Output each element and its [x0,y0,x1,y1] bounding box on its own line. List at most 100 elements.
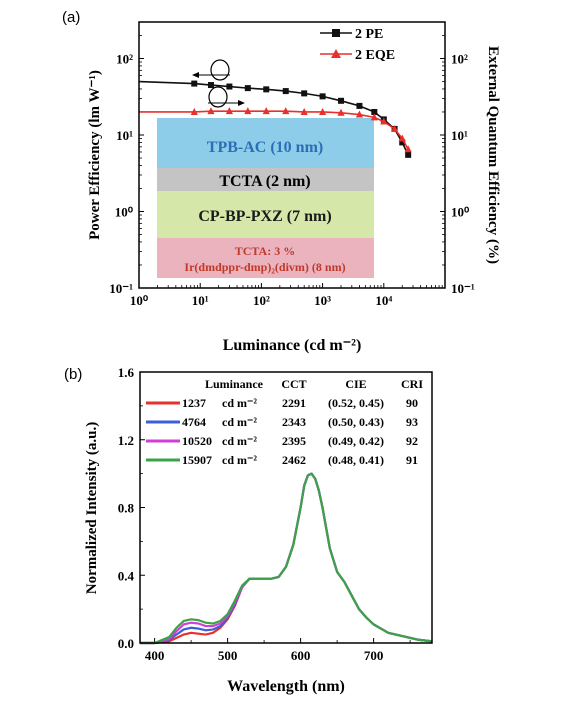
panel-a-chart: TPB-AC (10 nm) TCTA (2 nm) CP-BP-PXZ (7 … [87,21,501,354]
eqe-point [398,134,406,142]
x-tick-label-a-4: 10⁴ [375,293,392,308]
eqe-point [262,107,270,115]
panel-a-frame [138,21,446,289]
table-header-luminance: Luminance [205,377,264,391]
legend-eqe-label: 2 EQE [355,48,395,63]
pe-point [226,83,233,90]
y-axis-title-a-left: Power Efficiency (lm W⁻¹) [87,70,103,240]
y-tick-label-a-right-3: 10² [451,51,468,66]
series-line-a-1 [139,110,409,150]
eqe-point [300,107,308,115]
pe-point [399,139,406,146]
x-tick-label-a-3: 10³ [314,293,331,308]
legend-cri-b-3: 91 [406,453,418,467]
y-tick-label-b-3: 1.2 [118,433,134,448]
pe-point [191,80,198,87]
y-tick-label-b-2: 0.8 [118,501,135,516]
direction-indicator-eqe [208,86,245,108]
layer-tpb-ac-label: TPB-AC (10 nm) [207,139,323,156]
pe-point [371,108,378,115]
eqe-point [225,107,233,115]
eqe-point [337,108,345,116]
legend-unit-b-2: cd m⁻² [222,434,257,448]
y-tick-label-b-4: 1.6 [118,365,135,380]
x-tick-label-b-2: 600 [291,648,311,663]
y-tick-label-a-left-0: 10⁻¹ [109,281,133,296]
panel-a-label: (a) [62,9,80,26]
eqe-point [355,110,364,118]
eqe-point [190,107,198,115]
legend-luminance-b-1: 4764 [182,415,206,429]
pe-point [207,82,214,89]
pe-point [338,97,345,104]
layer-tcta [157,168,374,191]
legend-cie-b-0: (0.52, 0.45) [328,396,384,410]
device-stack: TPB-AC (10 nm) TCTA (2 nm) CP-BP-PXZ (7 … [157,118,374,278]
legend-unit-b-3: cd m⁻² [222,453,257,467]
spectrum-line-0 [140,472,433,645]
eqe-point [319,107,327,115]
y-axis-title-b: Normalized Intensity (a.u.) [84,422,100,595]
legend-luminance-b-3: 15907 [182,453,212,467]
legend-cri-b-0: 90 [406,396,418,410]
pe-point [405,151,412,158]
layer-tcta-label: TCTA (2 nm) [219,173,310,190]
pe-point [301,90,308,97]
y-tick-label-a-left-3: 10² [116,51,133,66]
legend-cct-b-2: 2395 [282,434,306,448]
spectrum-line-2 [140,472,433,645]
legend-cct-b-0: 2291 [282,396,306,410]
layer-tpb-ac [157,118,374,168]
legend-luminance-b-0: 1237 [182,396,206,410]
pe-point [282,88,289,95]
legend-pe-label: 2 PE [355,27,383,42]
pe-point [356,102,363,109]
table-header-cri: CRI [401,377,423,391]
legend-cri-b-1: 93 [406,415,418,429]
y-axis-title-a-right: External Quantum Efficiency (%) [485,46,501,264]
eqe-point [207,107,215,115]
legend-a: 2 PE 2 EQE [320,27,395,63]
x-tick-label-b-1: 500 [218,648,238,663]
eqe-point [282,107,290,115]
eqe-point [370,113,378,121]
legend-cct-b-3: 2462 [282,453,306,467]
pe-point [319,93,326,100]
series-line-a-0 [138,80,409,156]
legend-eqe-marker [331,49,341,58]
x-tick-label-a-2: 10² [253,293,270,308]
layer-ir-emitter-label-top: TCTA: 3 % [235,244,295,258]
eqe-point [244,107,252,115]
pe-point [263,86,270,93]
direction-indicator-pe [192,59,230,81]
y-tick-label-a-right-1: 10⁰ [451,204,470,219]
legend-cie-b-3: (0.48, 0.41) [328,453,384,467]
legend-unit-b-0: cd m⁻² [222,396,257,410]
y-tick-label-b-0: 0.0 [118,636,134,651]
spectrum-line-3 [140,472,433,645]
legend-cie-b-1: (0.50, 0.43) [328,415,384,429]
legend-cct-b-1: 2343 [282,415,306,429]
layer-ir-emitter-label-bottom: Ir(dmdppr-dmp)₂(divm) (8 nm) [184,260,345,274]
y-tick-label-a-left-1: 10⁰ [115,204,134,219]
panel-b-label: (b) [64,366,82,383]
eqe-point [404,145,412,153]
legend-pe-marker [332,29,340,37]
layer-cp-bp-pxz-label: CP-BP-PXZ (7 nm) [198,208,331,225]
layer-ir-emitter [157,238,374,278]
y-tick-label-a-right-2: 10¹ [451,128,468,143]
eqe-point [380,117,388,125]
spectrum-line-1 [140,472,433,645]
x-tick-label-a-0: 10⁰ [130,293,149,308]
legend-cri-b-2: 92 [406,434,418,448]
y-tick-label-a-right-0: 10⁻¹ [451,281,475,296]
legend-table: Luminance CCT CIE CRI 1237 cd m⁻² 2291 (0.5… [146,377,423,467]
y-tick-label-a-left-2: 10¹ [116,128,133,143]
panel-b-chart: 400 500 600 700 0.0 0.4 0.8 1.2 1.6 Luminance CC… [84,365,433,695]
x-tick-label-b-3: 700 [364,648,384,663]
x-tick-label-a-1: 10¹ [192,293,209,308]
table-header-cct: CCT [281,377,306,391]
pe-point [244,85,251,92]
legend-unit-b-1: cd m⁻² [222,415,257,429]
